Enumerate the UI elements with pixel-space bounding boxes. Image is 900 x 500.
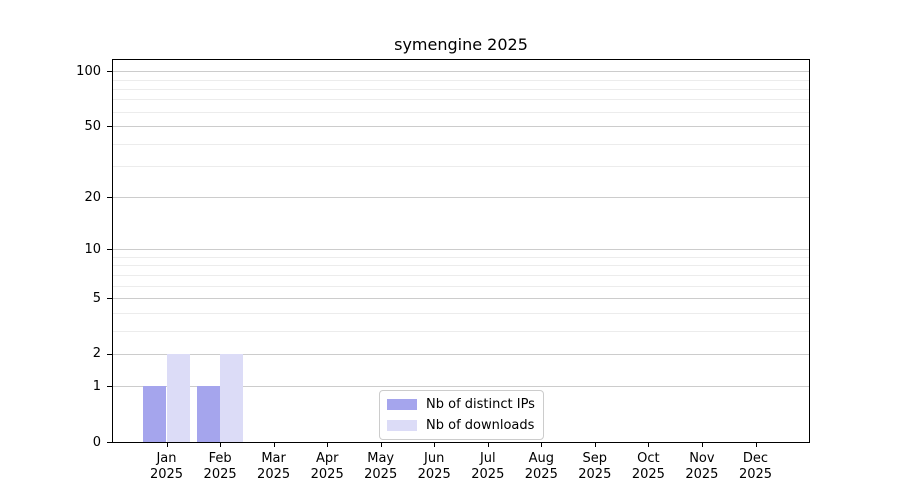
gridline-minor — [113, 166, 809, 167]
x-tick-mark — [541, 443, 543, 447]
x-axis-tick-label: Apr 2025 — [295, 451, 359, 483]
gridline-major — [113, 298, 809, 299]
y-tick-mark — [107, 71, 112, 73]
bar-distinct-ips — [143, 386, 167, 442]
gridline-major — [113, 386, 809, 388]
x-tick-mark — [701, 443, 703, 447]
x-axis-tick-label: Dec 2025 — [724, 451, 788, 483]
x-axis-tick-label-line: 2025 — [257, 467, 291, 482]
gridline-major — [113, 353, 809, 355]
y-tick-mark — [107, 353, 112, 355]
x-tick-mark — [487, 443, 489, 447]
gridline-minor — [113, 257, 809, 258]
x-axis-tick-label-line: Dec — [742, 451, 769, 466]
plot-area — [112, 59, 810, 443]
x-axis-tick-label-line: Nov — [689, 451, 715, 466]
x-axis-tick-label: May 2025 — [349, 451, 413, 483]
y-axis-tick-label: 20 — [84, 189, 101, 205]
gridline-minor — [113, 88, 809, 90]
x-axis-tick-label: Nov 2025 — [670, 451, 734, 483]
legend-label-downloads: Nb of downloads — [426, 418, 535, 433]
gridline-major — [113, 126, 809, 127]
gridline-minor — [113, 312, 809, 314]
y-axis-tick-label: 0 — [92, 434, 101, 450]
legend-swatch-downloads — [387, 420, 417, 431]
x-axis-tick-label: Mar 2025 — [242, 451, 306, 483]
x-axis-tick-label-line: 2025 — [578, 467, 612, 482]
x-axis-tick-label: Aug 2025 — [509, 451, 573, 483]
x-axis-tick-label-line: May — [367, 451, 395, 466]
y-tick-mark — [107, 126, 112, 127]
x-axis-tick-label-line: 2025 — [203, 467, 237, 482]
legend-entry-downloads: Nb of downloads — [387, 417, 535, 434]
gridline-minor — [113, 99, 809, 101]
legend-swatch-distinct-ips — [387, 399, 417, 410]
x-axis-tick-label-line: 2025 — [631, 467, 665, 482]
x-axis-tick-label: Sep 2025 — [563, 451, 627, 483]
gridline-major — [113, 249, 809, 251]
y-axis-tick-label: 50 — [84, 118, 101, 134]
y-tick-mark — [107, 197, 112, 199]
x-tick-mark — [434, 443, 436, 447]
x-axis-tick-label-line: 2025 — [417, 467, 451, 482]
gridline-minor — [113, 265, 809, 267]
y-axis-tick-label: 100 — [76, 63, 101, 79]
x-tick-mark — [380, 443, 382, 447]
gridline-minor — [113, 111, 809, 113]
x-axis-tick-label: Jun 2025 — [402, 451, 466, 483]
legend: Nb of distinct IPs Nb of downloads — [379, 390, 544, 440]
x-axis-tick-label: Feb 2025 — [188, 451, 252, 483]
y-axis-tick-label: 1 — [92, 378, 101, 394]
x-tick-mark — [594, 443, 596, 447]
x-axis-tick-label-line: Feb — [208, 451, 232, 466]
x-tick-mark — [166, 443, 168, 447]
gridline-minor — [113, 274, 809, 276]
x-axis-tick-label-line: 2025 — [364, 467, 398, 482]
x-axis-tick-label-line: 2025 — [149, 467, 184, 482]
x-axis-tick-label-line: Sep — [582, 451, 608, 466]
x-tick-mark — [648, 443, 650, 447]
x-axis-tick-label-line: Mar — [261, 451, 286, 466]
x-axis-tick-label-line: Jun — [424, 451, 445, 466]
x-axis-tick-label-line: 2025 — [685, 467, 719, 482]
x-axis-tick-label-line: 2025 — [310, 467, 344, 482]
x-axis-tick-label-line: 2025 — [524, 467, 558, 482]
bar-downloads — [166, 353, 190, 442]
gridline-minor — [113, 143, 809, 145]
y-tick-mark — [107, 386, 112, 388]
x-tick-mark — [327, 443, 329, 447]
bar-downloads — [220, 353, 244, 442]
x-axis-tick-label-line: Jul — [479, 451, 496, 466]
gridline-minor — [113, 285, 809, 287]
legend-label-distinct-ips: Nb of distinct IPs — [426, 397, 535, 412]
y-axis-tick-label: 5 — [92, 290, 101, 306]
x-axis-tick-label: Jul 2025 — [456, 451, 520, 483]
y-tick-mark — [107, 298, 112, 299]
x-tick-mark — [273, 443, 275, 447]
x-axis-tick-label-line: Jan — [156, 451, 177, 466]
x-axis-tick-label: Jan 2025 — [135, 451, 199, 483]
x-axis-tick-label-line: 2025 — [738, 467, 773, 482]
chart-title: symengine 2025 — [394, 35, 528, 54]
x-axis-tick-label-line: Apr — [315, 451, 339, 466]
gridline-major — [113, 71, 809, 73]
x-axis-tick-label: Oct 2025 — [616, 451, 680, 483]
x-tick-mark — [220, 443, 222, 447]
gridline-minor — [113, 330, 809, 332]
gridline-minor — [113, 79, 809, 81]
legend-entry-distinct-ips: Nb of distinct IPs — [387, 396, 535, 413]
y-tick-mark — [107, 442, 112, 443]
bar-distinct-ips — [196, 386, 221, 442]
y-axis-tick-label: 10 — [84, 241, 101, 257]
gridline-major — [113, 197, 809, 199]
y-tick-mark — [107, 249, 112, 251]
x-axis-tick-label-line: Oct — [637, 451, 660, 466]
x-axis-tick-label-line: 2025 — [471, 467, 505, 482]
x-tick-mark — [755, 443, 757, 447]
x-axis-tick-label-line: Aug — [528, 451, 554, 466]
y-axis-tick-label: 2 — [92, 346, 101, 362]
